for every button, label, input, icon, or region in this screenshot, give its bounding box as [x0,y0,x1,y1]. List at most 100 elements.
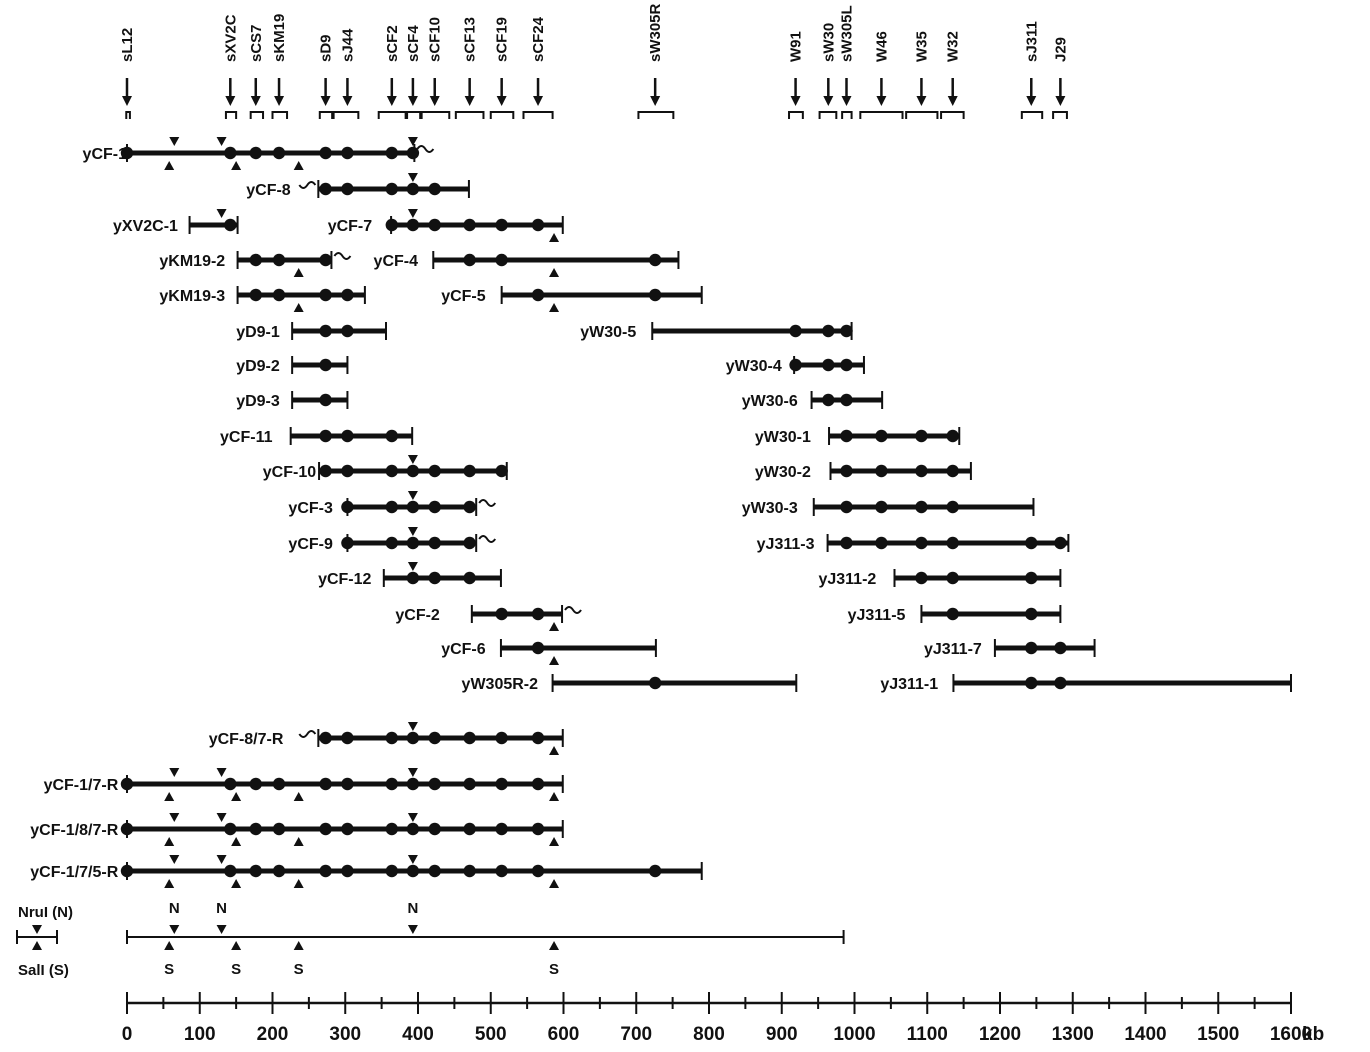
clone-label: yCF-11 [220,429,273,446]
probe-hit-dot [385,218,399,232]
axis-tick-label: 1500 [1197,1024,1239,1045]
probe-hit-dot [789,324,802,338]
probe-hit-dot [531,607,545,621]
probe-label: sCS7 [248,24,265,62]
probe-label: sCF4 [405,25,422,62]
probe-hit-dot [319,777,332,791]
probe-hit-dot [406,218,420,232]
probe-hit-dot [915,536,928,550]
probe-hit-dot [428,536,441,550]
nrui-site-marker [216,768,227,777]
yac-clone: yCF-10 [263,455,508,481]
probe-span-bracket [489,111,515,119]
probe-hit-dot [946,607,959,621]
sali-site-marker [231,879,242,888]
sali-site-letter: S [231,961,241,978]
wavy-end [478,535,497,543]
axis-tick-label: 600 [548,1024,580,1045]
probe-hit-dot [531,822,545,836]
probe-label: sKM19 [271,14,288,62]
probe-arrow-head [320,96,331,106]
probe-hit-dot [341,146,354,160]
probe-hit-dot [319,822,332,836]
yac-clone: yCF-1/7-R [44,768,564,801]
probe-hit-dot [428,500,441,514]
probe-hit-dot [341,500,354,514]
legend-nrui-marker [32,925,42,934]
probe-label: sD9 [318,34,335,62]
wavy-end [416,145,435,153]
clone-label: yCF-8/7-R [209,731,284,748]
probe-hit-dot [341,182,354,196]
probe-arrow-head [342,96,353,106]
axis-tick-label: 900 [766,1024,798,1045]
probe-span-bracket [318,111,334,119]
nrui-site-letter: N [216,900,227,917]
probe-hit-dot [272,146,286,160]
probe-hit-dot [385,536,399,550]
probe-hit-dot [531,288,545,302]
nrui-site-marker [407,173,418,182]
nrui-site-marker [407,722,418,731]
probe-hit-dot [495,731,508,745]
probe-hit-dot [406,182,420,196]
sali-site-marker [549,233,560,242]
wavy-end [333,252,352,260]
yac-clone: yCF-5 [441,286,703,312]
nrui-site-marker [407,527,418,536]
probe-hit-dot [341,324,354,338]
probe-hit-dot [428,822,441,836]
nrui-site-marker [169,925,180,934]
clone-label: yCF-1/8/7-R [30,822,118,839]
probe-span-bracket [271,111,289,119]
nrui-site-letter: N [407,900,418,917]
probe-arrow-head [122,96,132,106]
yac-clones: yCF-1 yCF-8 yXV2C-1 yCF-7 yKM19-2 yCF-4 yKM19-… [30,137,1292,888]
probe-hit-dot [428,218,441,232]
probe-span-bracket [224,111,238,119]
wavy-end [298,181,317,189]
axis-tick-label: 400 [402,1024,434,1045]
probe-hit-dot [840,464,853,478]
probe-hit-dot [120,822,134,836]
sali-site-marker [549,303,560,312]
probe-hit-dot [406,731,420,745]
probe-hit-dot [406,464,420,478]
probe-span-bracket [818,111,838,119]
probe-arrow-head [876,96,887,106]
axis-tick-label: 1200 [979,1024,1021,1045]
probe-hit-dot [463,464,476,478]
probe-hit-dot [1025,536,1038,550]
probe-arrow-head [823,96,834,106]
clone-label: yW30-6 [742,393,798,410]
yac-clone: yCF-2 [395,605,582,631]
probe-hit-dot [822,324,835,338]
probe-hit-dot [648,253,662,267]
probe-hit-dot [463,571,476,585]
probe-arrow-head [1055,96,1066,106]
probe-hit-dot [319,429,332,443]
probe-hit-dot [385,731,399,745]
axis-tick-label: 1300 [1052,1024,1094,1045]
axis-tick-label: 1100 [907,1024,948,1045]
sali-site-marker [164,161,175,170]
probe-hit-dot [428,571,441,585]
clone-label: yJ311-7 [924,641,982,658]
probe-hit-dot [272,253,286,267]
probe-hit-dot [648,676,662,690]
axis-unit-label: kb [1302,1024,1324,1045]
probe-arrow-head [1026,96,1037,106]
sali-site-marker [549,837,560,846]
probe-hit-dot [822,393,835,407]
probe-hit-dot [1025,571,1038,585]
clone-label: yD9-1 [236,324,280,341]
clone-label: yCF-5 [441,288,486,305]
probe-arrow-head [790,96,801,106]
probe-hit-dot [946,571,959,585]
probe-hit-dot [120,864,134,878]
nrui-site-marker [407,209,418,218]
probe-hit-dot [385,500,399,514]
probe-hit-dot [249,822,262,836]
probe-span-bracket [637,111,675,119]
probe-arrow-head [464,96,475,106]
